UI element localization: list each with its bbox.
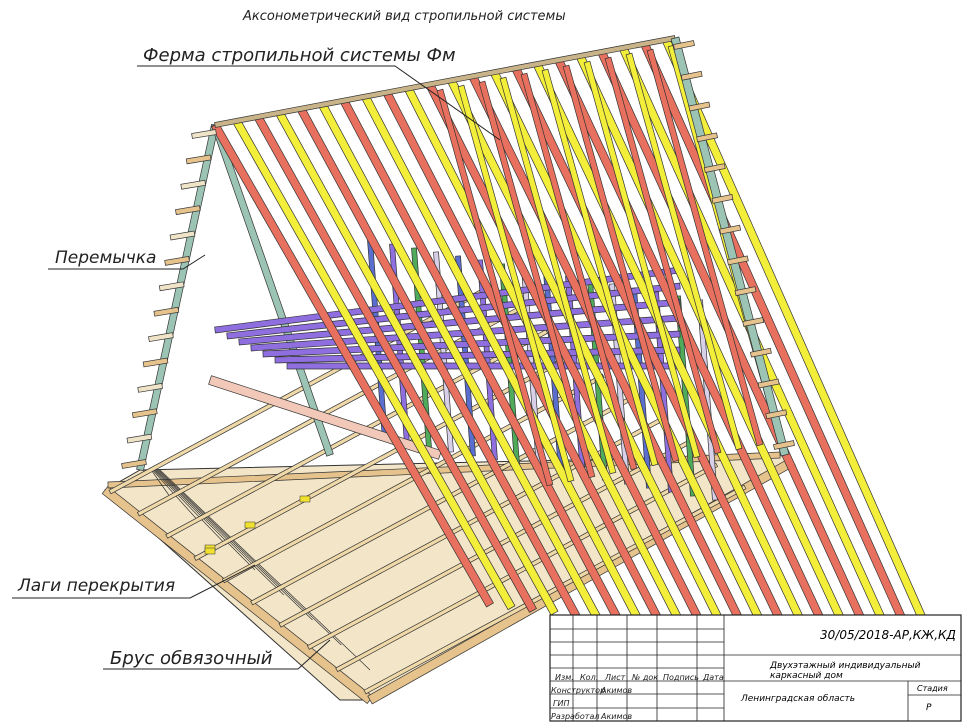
side-battens bbox=[121, 40, 795, 469]
stamp-col-header: Дата bbox=[703, 673, 724, 682]
batten bbox=[750, 347, 772, 358]
label-sill-beam: Брус обвязочный bbox=[110, 648, 273, 669]
stamp-col-header: Кол. bbox=[580, 673, 599, 682]
leader-beam bbox=[103, 639, 331, 670]
rafter bbox=[646, 48, 764, 447]
drawing-title: Аксонометрический вид стропильной систем… bbox=[243, 9, 566, 24]
batten bbox=[131, 408, 158, 419]
leader-truss bbox=[137, 65, 501, 141]
leader-lintel bbox=[48, 254, 206, 270]
label-lintel: Перемычка bbox=[55, 248, 157, 268]
joist-block bbox=[299, 495, 311, 503]
rafter bbox=[604, 56, 722, 455]
rafter bbox=[520, 72, 638, 471]
rafter bbox=[478, 80, 596, 479]
joist-block bbox=[244, 521, 256, 529]
batten bbox=[757, 378, 780, 389]
rafter bbox=[625, 52, 743, 451]
ridge bbox=[214, 35, 676, 128]
batten bbox=[148, 332, 174, 342]
stamp-row-role: Конструктор bbox=[551, 686, 606, 695]
batten bbox=[169, 230, 196, 241]
batten bbox=[158, 281, 185, 292]
label-leader-lines bbox=[12, 65, 501, 670]
batten bbox=[688, 101, 711, 112]
gable-rafter bbox=[136, 123, 219, 472]
leader-joists bbox=[12, 564, 256, 599]
batten bbox=[734, 286, 757, 297]
batten bbox=[773, 440, 795, 450]
joist-block bbox=[204, 547, 216, 555]
rafter bbox=[541, 68, 659, 467]
batten bbox=[121, 459, 147, 469]
rafter bbox=[499, 76, 617, 475]
stamp-col-header: Лист bbox=[605, 673, 626, 682]
rafter bbox=[583, 60, 701, 459]
rafter bbox=[457, 84, 575, 483]
batten bbox=[726, 255, 749, 266]
batten bbox=[191, 129, 217, 139]
stamp-document-code: 30/05/2018-АР,КЖ,КД bbox=[820, 628, 956, 642]
batten bbox=[153, 306, 180, 317]
batten bbox=[719, 224, 742, 235]
stamp-row-name: Акимов bbox=[601, 712, 633, 721]
floor-joist bbox=[363, 484, 747, 695]
batten bbox=[765, 409, 788, 420]
stamp-stage-value: Р bbox=[926, 703, 932, 713]
stamp-row-role: Разработал bbox=[551, 712, 600, 721]
stamp-col-header: Изм. bbox=[555, 673, 574, 682]
batten bbox=[742, 317, 765, 327]
stamp-stage-header: Стадия bbox=[917, 684, 948, 693]
stamp-col-header: № док bbox=[632, 673, 659, 682]
batten bbox=[703, 163, 726, 173]
label-floor-joists: Лаги перекрытия bbox=[18, 576, 176, 596]
batten bbox=[180, 179, 207, 190]
rafter bbox=[436, 88, 554, 487]
batten bbox=[680, 70, 703, 81]
label-truss: Ферма стропильной системы Фм bbox=[143, 45, 456, 66]
batten bbox=[142, 357, 169, 368]
stamp-object-name: Двухэтажный индивидуальный каркасный дом bbox=[770, 661, 921, 681]
batten bbox=[137, 382, 163, 393]
rafter bbox=[562, 64, 680, 463]
batten bbox=[696, 132, 718, 143]
batten bbox=[185, 154, 212, 165]
stamp-row-role: ГИП bbox=[553, 699, 570, 708]
stamp-col-header: Подпись bbox=[663, 673, 699, 682]
batten bbox=[126, 433, 153, 444]
stamp-region: Ленинградская область bbox=[741, 694, 856, 704]
stamp-row-name: Акимов bbox=[601, 686, 633, 695]
batten bbox=[673, 40, 695, 50]
title-block-grid bbox=[549, 614, 962, 722]
batten bbox=[164, 256, 190, 266]
batten bbox=[175, 205, 201, 216]
batten bbox=[711, 193, 734, 204]
